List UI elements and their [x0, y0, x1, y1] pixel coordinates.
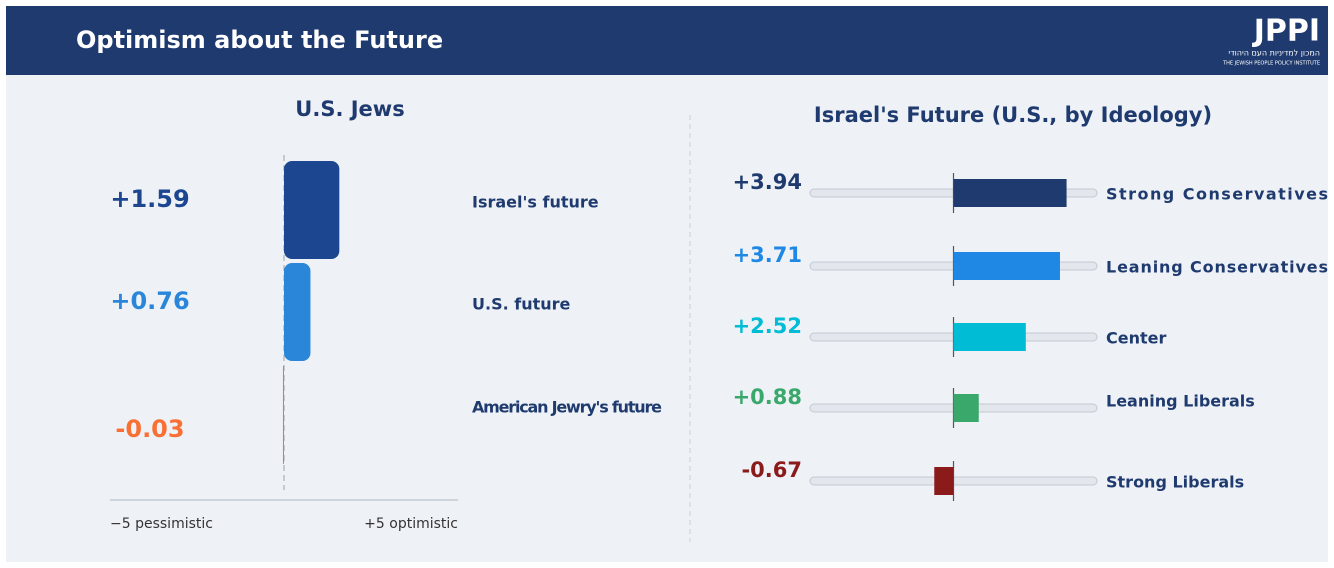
value-label: +1.59 [110, 185, 189, 213]
category-label: U.S. future [472, 295, 571, 314]
category-label: Center [1106, 329, 1166, 348]
category-label: American Jewry's future [472, 398, 662, 417]
category-label: Israel's future [472, 193, 599, 212]
chart-title: Israel's Future (U.S., by Ideology) [814, 103, 1212, 127]
logo: JPPI [1252, 14, 1320, 49]
x-tick-label: −5 pessimistic [110, 516, 213, 532]
category-label: Strong Liberals [1106, 473, 1244, 492]
bar [284, 161, 340, 259]
header-title: Optimism about the Future [76, 26, 443, 54]
bar [934, 467, 954, 495]
bar [953, 323, 1026, 351]
bar [953, 394, 979, 422]
category-label: Leaning Liberals [1106, 392, 1255, 411]
value-label: +3.94 [733, 170, 802, 194]
value-label: +2.52 [733, 314, 802, 338]
value-label: -0.03 [115, 415, 184, 443]
value-label: -0.67 [741, 458, 802, 482]
value-label: +3.71 [733, 243, 802, 267]
bar [282, 366, 284, 464]
value-label: +0.76 [110, 287, 189, 315]
panel [6, 6, 1328, 562]
logo-hebrew: המכון למדיניות העם היהודי [1228, 49, 1320, 58]
value-label: +0.88 [733, 385, 802, 409]
bar [953, 179, 1067, 207]
x-tick-label: +5 optimistic [364, 516, 458, 532]
bar [284, 263, 311, 361]
logo-english: THE JEWISH PEOPLE POLICY INSTITUTE [1222, 61, 1320, 67]
chart-title: U.S. Jews [295, 97, 404, 121]
bar [953, 252, 1060, 280]
category-label: Leaning Conservatives [1106, 258, 1328, 277]
category-label: Strong Conservatives [1106, 185, 1328, 204]
header-bar [6, 6, 1328, 75]
